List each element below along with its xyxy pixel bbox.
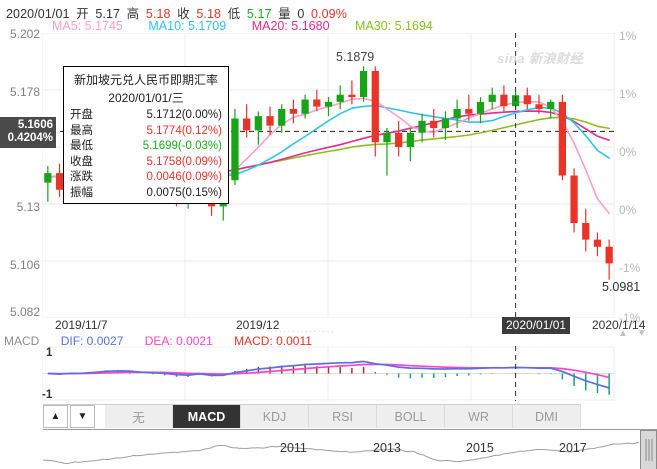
tooltip-key-change: 涨跌	[70, 171, 93, 183]
y-tick-right-3: 0%	[619, 203, 637, 217]
tab-up-button[interactable]: ▲	[43, 405, 68, 428]
quote-volume-label: 量	[278, 7, 291, 21]
tooltip-row: 最低 5.1699(-0.03%)	[64, 139, 228, 155]
quote-volume-value: 0	[297, 7, 305, 21]
y-tick-right-0: 1%	[619, 29, 637, 43]
y-tick-right-4: -1%	[619, 261, 641, 275]
ma5-legend: MA5: 5.1745	[52, 19, 123, 33]
x-tick-selected: 2020/01/01	[502, 317, 571, 334]
macd-dea-value: DEA: 0.0021	[144, 334, 213, 348]
y-tick-3: 5.106	[9, 258, 40, 272]
tooltip-value-low: 5.1699(-0.03%)	[142, 140, 222, 152]
tooltip-row: 涨跌 0.0046(0.09%)	[64, 170, 228, 186]
sina-watermark: sina 新浪财经	[497, 48, 583, 67]
dotted-range-indicator: ···············	[270, 326, 335, 337]
macd-y-bottom: -1	[42, 389, 53, 401]
quote-tooltip: 新加坡元兑人民币即期汇率 2020/01/01/三 开盘 5.1712(0.00…	[63, 66, 229, 204]
quote-open-label: 开	[76, 7, 89, 21]
x-tick-0: 2019/11/7	[55, 318, 108, 332]
ma-legend: MA5: 5.1745 MA10: 5.1709 MA20: 5.1680 MA…	[52, 19, 455, 33]
macd-dif-value: DIF: 0.0027	[60, 334, 124, 348]
date-axis: 2019/11/7 2019/12 2020/01/01 2020/1/14	[0, 317, 657, 336]
y-tick-4: 5.082	[9, 305, 40, 319]
tooltip-row: 开盘 5.1712(0.00%)	[64, 108, 228, 124]
tooltip-value-high: 5.1774(0.12%)	[146, 124, 222, 137]
tooltip-value-open: 5.1712(0.00%)	[146, 109, 222, 121]
current-price-value: 5.1606	[17, 119, 53, 131]
macd-macd-value: MACD: 0.0011	[234, 334, 312, 348]
tooltip-title: 新加坡元兑人民币即期汇率	[73, 73, 218, 87]
peak-price-label: 5.1879	[336, 50, 375, 64]
current-price-percent: 0.4204%	[7, 132, 53, 144]
ma20-legend: MA20: 5.1680	[251, 19, 330, 33]
x-tick-3: 2020/1/14	[592, 318, 646, 332]
quote-high-label: 高	[126, 7, 140, 21]
tooltip-row: 最高 5.1774(0.12%)	[64, 124, 228, 140]
quote-open-value: 5.17	[95, 7, 121, 21]
tab-dmi[interactable]: DMI	[513, 405, 581, 428]
indicator-tabbar[interactable]: ▲ ▼ 无 MACD KDJ RSI BOLL WR DMI	[43, 404, 581, 428]
range-navigator[interactable]: 2011 2013 2015 2017 2019	[43, 429, 657, 469]
tooltip-key-high: 最高	[70, 124, 93, 137]
tooltip-key-amplitude: 振幅	[70, 186, 93, 199]
navigator-year-2011: 2011	[280, 441, 307, 455]
macd-y-top: 1	[46, 347, 53, 359]
tooltip-value-amplitude: 0.0075(0.15%)	[146, 186, 222, 199]
tab-wr[interactable]: WR	[445, 405, 513, 428]
y-tick-right-1: 1%	[619, 87, 637, 101]
navigator-year-2017: 2017	[559, 441, 587, 455]
tab-none[interactable]: 无	[105, 405, 173, 428]
navigator-year-2015: 2015	[466, 441, 494, 455]
watermark-brand-cn: 新浪财经	[529, 51, 584, 66]
tooltip-date: 2020/01/01/三	[108, 91, 184, 105]
tab-macd[interactable]: MACD	[173, 405, 241, 428]
y-tick-right-5: -1%	[619, 311, 641, 325]
quote-change-percent: 0.09%	[310, 7, 347, 21]
macd-chart[interactable]	[42, 346, 615, 401]
ma10-legend: MA10: 5.1709	[148, 19, 227, 33]
tooltip-key-close: 收盘	[70, 155, 93, 168]
x-tick-1: 2019/12	[236, 318, 280, 332]
watermark-brand: sina	[497, 51, 526, 66]
tooltip-key-low: 最低	[70, 140, 93, 152]
y-tick-1: 5.178	[9, 85, 40, 99]
tooltip-value-close: 5.1758(0.09%)	[146, 155, 222, 168]
scroll-down-arrow[interactable]: ▼	[636, 328, 647, 339]
macd-legend: MACD DIF: 0.0027 DEA: 0.0021 MACD: 0.001…	[4, 334, 330, 348]
percent-axis-right: 1% 1% 0% 0% -1% -1%	[615, 29, 657, 325]
quote-date: 2020/01/01	[6, 7, 70, 21]
tab-down-button[interactable]: ▼	[70, 405, 95, 428]
navigator-handle-right[interactable]	[640, 430, 657, 469]
scroll-up-arrow[interactable]: ▲	[618, 328, 628, 339]
tab-kdj[interactable]: KDJ	[241, 405, 309, 428]
quote-high-value: 5.18	[145, 7, 171, 21]
quote-close-value: 5.18	[196, 7, 222, 21]
y-tick-2: 5.13	[16, 200, 40, 214]
tooltip-row: 振幅 0.0075(0.15%)	[64, 186, 228, 202]
low-price-label: 5.0981	[602, 280, 641, 294]
y-tick-0: 5.202	[9, 27, 40, 41]
ma30-legend: MA30: 5.1694	[355, 19, 433, 33]
axis-scroll-arrows[interactable]: ▲ ▼	[612, 328, 647, 339]
quote-low-value: 5.17	[246, 7, 272, 21]
tab-boll[interactable]: BOLL	[377, 405, 445, 428]
tooltip-row: 收盘 5.1758(0.09%)	[64, 155, 228, 171]
navigator-year-2013: 2013	[373, 441, 401, 455]
indicator-tabs[interactable]: 无 MACD KDJ RSI BOLL WR DMI	[105, 405, 581, 428]
y-tick-right-2: 0%	[619, 145, 637, 159]
tooltip-value-change: 0.0046(0.09%)	[146, 171, 222, 183]
quote-low-label: 低	[227, 7, 241, 21]
macd-label: MACD	[4, 334, 40, 348]
navigator-grip-icon	[648, 439, 649, 461]
current-price-tag: 5.1606 0.4204%	[0, 117, 56, 148]
quote-summary: 2020/01/01 开 5.17 高 5.18 收 5.18 低 5.17 量…	[6, 3, 350, 22]
tooltip-key-open: 开盘	[70, 109, 93, 121]
tab-rsi[interactable]: RSI	[309, 405, 377, 428]
quote-close-label: 收	[177, 7, 190, 21]
price-axis-left: 5.202 5.178 5.13 5.106 5.082	[0, 27, 40, 319]
